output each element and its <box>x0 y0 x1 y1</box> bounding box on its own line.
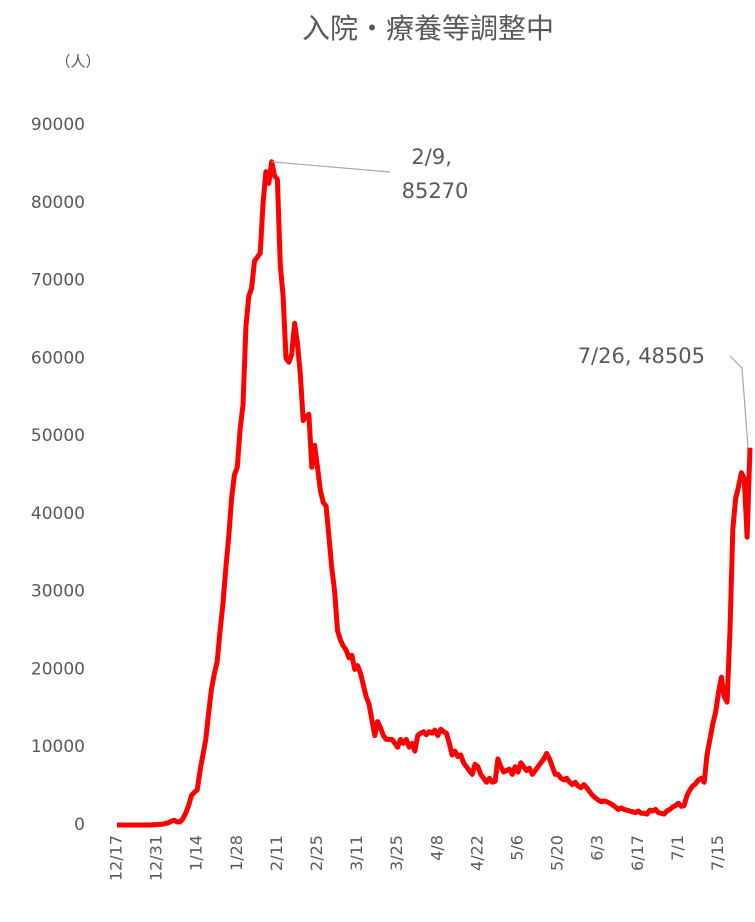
x-tick-label: 12/17 <box>107 835 126 881</box>
leader-line <box>729 355 749 448</box>
y-tick-label: 80000 <box>31 193 85 213</box>
x-tick-label: 3/11 <box>347 835 366 871</box>
x-tick-label: 6/17 <box>628 835 647 871</box>
y-axis-label: （人） <box>55 53 100 71</box>
x-tick-label: 6/3 <box>588 835 607 861</box>
x-tick-label: 4/8 <box>427 835 446 861</box>
x-tick-label: 7/1 <box>668 835 687 861</box>
leader-line <box>271 161 391 173</box>
x-tick-label: 12/31 <box>147 835 166 881</box>
data-label-line: 2/9, <box>411 145 458 169</box>
x-tick-label: 2/11 <box>267 835 286 871</box>
data-label: 7/26, 48505 <box>578 344 705 368</box>
y-tick-label: 0 <box>74 815 85 835</box>
x-tick-label: 1/14 <box>187 835 206 871</box>
y-tick-label: 90000 <box>31 115 85 135</box>
x-tick-label: 3/25 <box>387 835 406 871</box>
y-tick-label: 10000 <box>31 737 85 757</box>
x-tick-label: 1/28 <box>227 835 246 871</box>
data-label: 2/9, 85270 <box>402 145 469 203</box>
x-tick-label: 5/20 <box>548 835 567 871</box>
y-tick-label: 70000 <box>31 271 85 291</box>
chart-title: 入院・療養等調整中 <box>302 12 554 45</box>
x-tick-label: 7/15 <box>708 835 727 871</box>
y-tick-label: 60000 <box>31 348 85 368</box>
y-tick-label: 30000 <box>31 582 85 602</box>
data-line <box>117 159 753 828</box>
y-tick-label: 50000 <box>31 426 85 446</box>
data-label-line: 85270 <box>402 179 469 203</box>
y-tick-label: 40000 <box>31 504 85 524</box>
x-tick-label: 4/22 <box>467 835 486 871</box>
y-tick-label: 20000 <box>31 659 85 679</box>
x-tick-label: 2/25 <box>307 835 326 871</box>
x-tick-label: 5/6 <box>507 835 526 861</box>
